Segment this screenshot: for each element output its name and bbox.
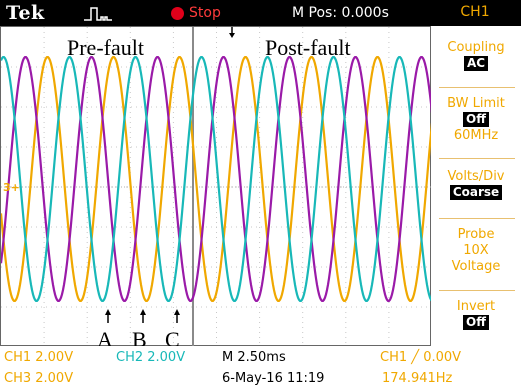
menu-divider bbox=[439, 87, 515, 88]
invert-label: Invert bbox=[456, 299, 496, 314]
marker-c-label: C bbox=[165, 327, 180, 352]
timebase-readout: M 2.50ms bbox=[222, 350, 286, 365]
probe-label: Probe bbox=[457, 227, 495, 242]
trigger-pulse-icon bbox=[84, 7, 112, 21]
run-status: Stop bbox=[189, 5, 221, 21]
volts-div-label: Volts/Div bbox=[447, 169, 505, 184]
bw-limit-menu-button[interactable]: BW Limit Off 60MHz bbox=[431, 96, 521, 144]
marker-arrow-icon bbox=[140, 309, 146, 315]
ch1-waveform bbox=[1, 56, 432, 302]
channel-menu: Coupling AC BW Limit Off 60MHz Volts/Div… bbox=[431, 26, 521, 346]
probe-menu-button[interactable]: Probe 10X Voltage bbox=[431, 227, 521, 275]
menu-divider bbox=[439, 218, 515, 219]
frequency-readout: 174.941Hz bbox=[382, 371, 453, 386]
pre-fault-label: Pre-fault bbox=[67, 35, 144, 60]
probe-type: Voltage bbox=[451, 259, 501, 274]
menu-channel-title: CH1 bbox=[460, 4, 490, 20]
horizontal-position: M Pos: 0.000s bbox=[292, 5, 389, 21]
ch1-scale-readout: CH1 2.00V bbox=[4, 350, 74, 365]
bw-limit-value: Off bbox=[463, 112, 489, 127]
bw-limit-label: BW Limit bbox=[447, 96, 505, 111]
invert-value: Off bbox=[463, 315, 489, 330]
readout-bar: CH1 2.00V CH2 2.00V M 2.50ms CH1 ╱ 0.00V… bbox=[0, 346, 521, 391]
coupling-value: AC bbox=[463, 56, 489, 71]
coupling-menu-button[interactable]: Coupling AC bbox=[431, 40, 521, 72]
ch2-scale-readout: CH2 2.00V bbox=[116, 350, 186, 365]
ch3-waveform bbox=[1, 56, 432, 302]
marker-arrow-icon bbox=[174, 309, 180, 315]
brand-logo: Tek bbox=[6, 2, 45, 24]
marker-b-label: B bbox=[132, 327, 147, 352]
top-status-bar: Tek Stop M Pos: 0.000s CH1 bbox=[0, 0, 521, 26]
trigger-readout: CH1 ╱ 0.00V bbox=[380, 350, 462, 365]
coupling-label: Coupling bbox=[447, 40, 505, 55]
waveform-display: Pre-fault Post-fault A B C 3+ bbox=[0, 26, 432, 352]
ch3-scale-readout: CH3 2.00V bbox=[4, 371, 74, 386]
marker-arrow-icon bbox=[105, 309, 111, 315]
volts-div-menu-button[interactable]: Volts/Div Coarse bbox=[431, 169, 521, 201]
menu-divider bbox=[439, 158, 515, 159]
probe-value: 10X bbox=[463, 243, 489, 258]
ch3-ground-marker: 3+ bbox=[3, 181, 20, 194]
marker-a-label: A bbox=[97, 327, 113, 352]
run-status-indicator bbox=[171, 7, 184, 20]
menu-divider bbox=[439, 290, 515, 291]
invert-menu-button[interactable]: Invert Off bbox=[431, 299, 521, 331]
ch2-waveform bbox=[1, 56, 432, 302]
date-time-readout: 6-May-16 11:19 bbox=[222, 371, 325, 386]
bw-limit-sub: 60MHz bbox=[453, 128, 499, 143]
post-fault-label: Post-fault bbox=[265, 35, 351, 60]
volts-div-value: Coarse bbox=[449, 185, 503, 200]
waveform-plot bbox=[1, 27, 432, 347]
trigger-position-icon bbox=[229, 33, 235, 38]
